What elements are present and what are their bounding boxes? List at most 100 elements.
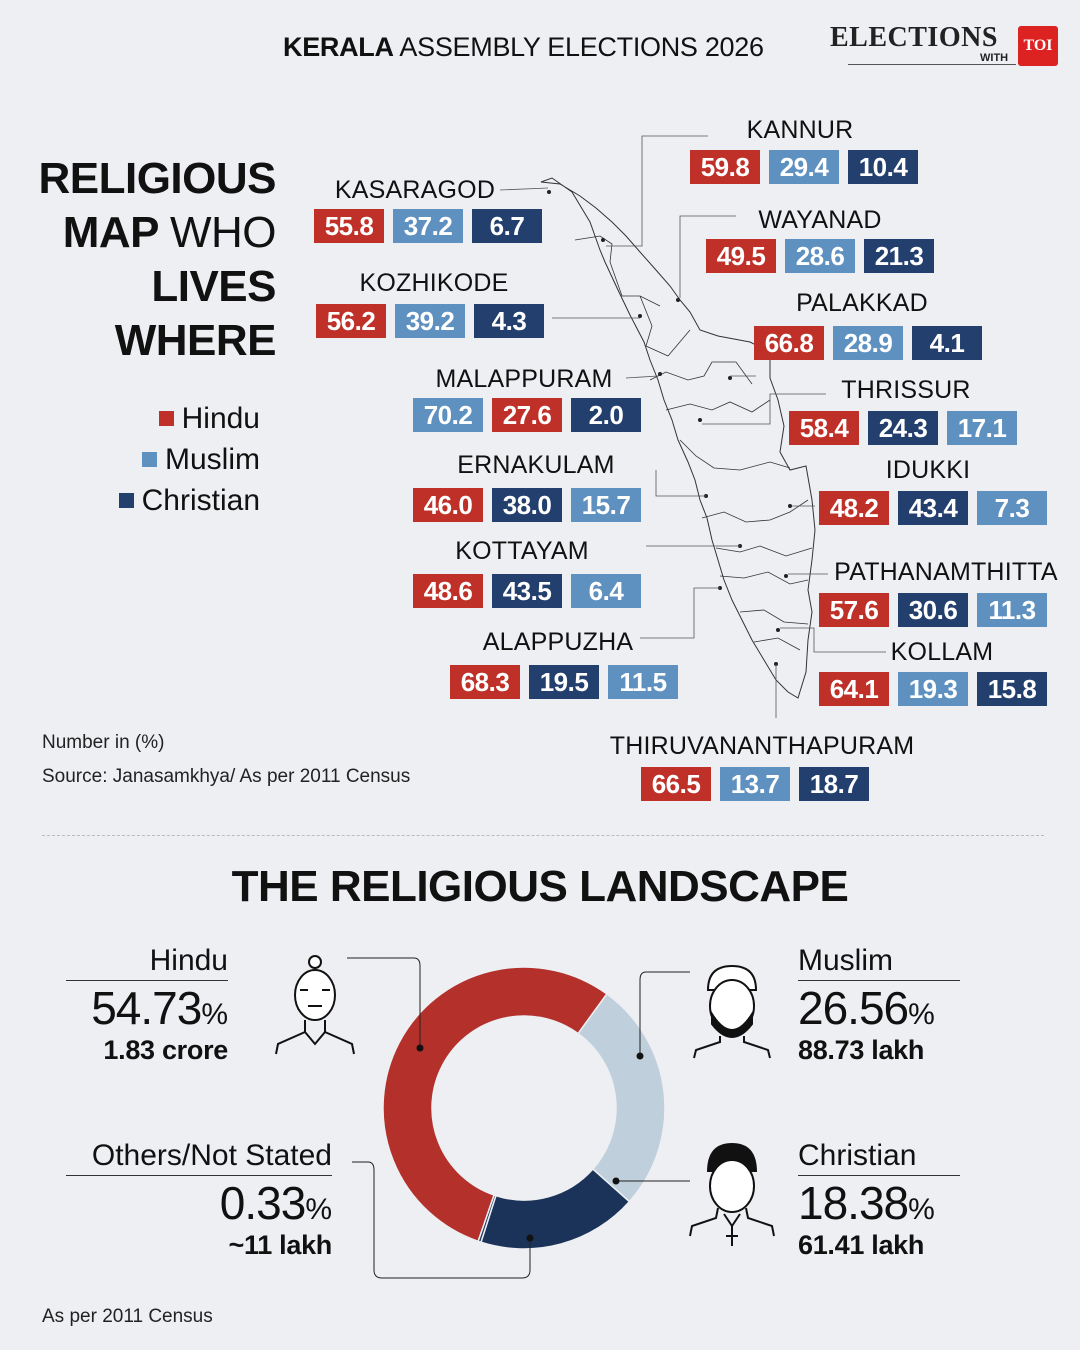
district-values-malappuram: 70.2 27.6 2.0 bbox=[413, 398, 641, 432]
malappuram-christian-value: 2.0 bbox=[571, 398, 641, 432]
palakkad-christian-value: 4.1 bbox=[912, 326, 982, 360]
kannur-hindu-value: 59.8 bbox=[690, 150, 760, 184]
others-percent: 0.33% bbox=[219, 1177, 332, 1229]
landscape-title: THE RELIGIOUS LANDSCAPE bbox=[231, 862, 849, 911]
thrissur-christian-value: 24.3 bbox=[868, 411, 938, 445]
kozhikode-christian-value: 4.3 bbox=[474, 304, 544, 338]
district-values-ernakulam: 46.0 38.0 15.7 bbox=[413, 488, 641, 522]
hindu-count: 1.83 crore bbox=[103, 1035, 228, 1065]
hindu-label: Hindu bbox=[66, 944, 228, 981]
kasaragod-muslim-value: 37.2 bbox=[393, 209, 463, 243]
thrissur-hindu-value: 58.4 bbox=[789, 411, 859, 445]
others-label: Others/Not Stated bbox=[66, 1139, 332, 1176]
palakkad-muslim-value: 28.9 bbox=[833, 326, 903, 360]
alappuzha-christian-value: 19.5 bbox=[529, 665, 599, 699]
palakkad-hindu-value: 66.8 bbox=[754, 326, 824, 360]
district-values-alappuzha: 68.3 19.5 11.5 bbox=[450, 665, 678, 699]
district-values-kollam: 64.1 19.3 15.8 bbox=[819, 672, 1047, 706]
hindu-person-icon bbox=[275, 955, 355, 1055]
district-label-ernakulam: ERNAKULAM bbox=[457, 451, 615, 479]
footer-note: As per 2011 Census bbox=[42, 1306, 213, 1327]
district-label-kozhikode: KOZHIKODE bbox=[359, 269, 509, 297]
ernakulam-christian-value: 38.0 bbox=[492, 488, 562, 522]
hindu-swatch bbox=[158, 411, 174, 426]
district-values-palakkad: 66.8 28.9 4.1 bbox=[754, 326, 982, 360]
muslim-stat: Muslim 26.56% 88.73 lakh bbox=[798, 944, 960, 1066]
legend-item-muslim: Muslim bbox=[0, 443, 260, 477]
kollam-christian-value: 15.8 bbox=[977, 672, 1047, 706]
section-divider bbox=[42, 835, 1044, 836]
kollam-muslim-value: 19.3 bbox=[898, 672, 968, 706]
donut-slice-christian bbox=[479, 1168, 631, 1250]
pathanamthitta-muslim-value: 11.3 bbox=[977, 593, 1047, 627]
kottayam-muslim-value: 6.4 bbox=[571, 574, 641, 608]
others-stat: Others/Not Stated 0.33% ~11 lakh bbox=[66, 1139, 332, 1261]
wayanad-hindu-value: 49.5 bbox=[706, 239, 776, 273]
district-borders bbox=[574, 235, 813, 651]
district-label-alappuzha: ALAPPUZHA bbox=[482, 628, 634, 656]
donut-slice-hindu bbox=[382, 966, 608, 1243]
hindu-stat: Hindu 54.73% 1.83 crore bbox=[66, 944, 228, 1066]
legend-item-christian: Christian bbox=[0, 484, 260, 518]
district-values-thiruvananthapuram: 66.5 13.7 18.7 bbox=[641, 767, 869, 801]
kozhikode-hindu-value: 56.2 bbox=[316, 304, 386, 338]
thiruvananthapuram-muslim-value: 13.7 bbox=[720, 767, 790, 801]
muslim-swatch bbox=[142, 452, 157, 467]
district-values-thrissur: 58.4 24.3 17.1 bbox=[789, 411, 1017, 445]
toi-badge: TOI bbox=[1018, 26, 1058, 66]
hindu-percent: 54.73% bbox=[91, 982, 228, 1034]
district-values-kozhikode: 56.2 39.2 4.3 bbox=[316, 304, 544, 338]
district-values-kottayam: 48.6 43.5 6.4 bbox=[413, 574, 641, 608]
elections-with-toi-logo: ELECTIONS WITH TOI bbox=[830, 22, 1062, 70]
kannur-christian-value: 10.4 bbox=[848, 150, 918, 184]
district-values-idukki: 48.2 43.4 7.3 bbox=[819, 491, 1047, 525]
christian-stat: Christian 18.38% 61.41 lakh bbox=[798, 1139, 960, 1261]
logo-text: ELECTIONS bbox=[830, 22, 998, 53]
source-note: Source: Janasamkhya/ As per 2011 Census bbox=[42, 766, 411, 787]
district-label-wayanad: WAYANAD bbox=[758, 206, 882, 234]
district-values-kannur: 59.8 29.4 10.4 bbox=[690, 150, 918, 184]
district-dots bbox=[547, 190, 792, 666]
ernakulam-muslim-value: 15.7 bbox=[571, 488, 641, 522]
christian-label: Christian bbox=[798, 1139, 960, 1176]
map-headline: RELIGIOUS MAP WHO LIVES WHERE bbox=[38, 154, 276, 365]
kozhikode-muslim-value: 39.2 bbox=[395, 304, 465, 338]
logo-underline bbox=[848, 64, 1016, 65]
district-label-palakkad: PALAKKAD bbox=[796, 289, 928, 317]
others-count: ~11 lakh bbox=[228, 1230, 333, 1260]
thiruvananthapuram-christian-value: 18.7 bbox=[799, 767, 869, 801]
muslim-count: 88.73 lakh bbox=[798, 1035, 925, 1065]
district-values-wayanad: 49.5 28.6 21.3 bbox=[706, 239, 934, 273]
pathanamthitta-christian-value: 30.6 bbox=[898, 593, 968, 627]
donut-anchors bbox=[416, 1044, 644, 1242]
idukki-hindu-value: 48.2 bbox=[819, 491, 889, 525]
donut-slice-others-not-stated bbox=[477, 1194, 497, 1244]
malappuram-muslim-value: 70.2 bbox=[413, 398, 483, 432]
muslim-label: Muslim bbox=[798, 944, 960, 981]
district-label-malappuram: MALAPPURAM bbox=[435, 365, 613, 393]
malappuram-hindu-value: 27.6 bbox=[492, 398, 562, 432]
district-label-idukki: IDUKKI bbox=[885, 456, 971, 484]
district-label-thiruvananthapuram: THIRUVANANTHAPURAM bbox=[609, 732, 915, 760]
kasaragod-hindu-value: 55.8 bbox=[314, 209, 384, 243]
ernakulam-hindu-value: 46.0 bbox=[413, 488, 483, 522]
logo-with: WITH bbox=[980, 52, 1009, 64]
christian-percent: 18.38% bbox=[798, 1177, 935, 1229]
district-label-pathanamthitta: PATHANAMTHITTA bbox=[834, 558, 1058, 586]
muslim-percent: 26.56% bbox=[798, 982, 935, 1034]
kasaragod-christian-value: 6.7 bbox=[472, 209, 542, 243]
district-values-kasaragod: 55.8 37.2 6.7 bbox=[314, 209, 542, 243]
unit-note: Number in (%) bbox=[42, 732, 165, 753]
kannur-muslim-value: 29.4 bbox=[769, 150, 839, 184]
thiruvananthapuram-hindu-value: 66.5 bbox=[641, 767, 711, 801]
kollam-hindu-value: 64.1 bbox=[819, 672, 889, 706]
legend-item-hindu: Hindu bbox=[0, 402, 260, 436]
district-label-kannur: KANNUR bbox=[746, 116, 854, 144]
donut-chart bbox=[382, 966, 666, 1250]
christian-count: 61.41 lakh bbox=[798, 1230, 925, 1260]
alappuzha-hindu-value: 68.3 bbox=[450, 665, 520, 699]
district-label-kollam: KOLLAM bbox=[890, 638, 994, 666]
district-label-kottayam: KOTTAYAM bbox=[455, 537, 589, 565]
kerala-outline bbox=[540, 177, 816, 699]
